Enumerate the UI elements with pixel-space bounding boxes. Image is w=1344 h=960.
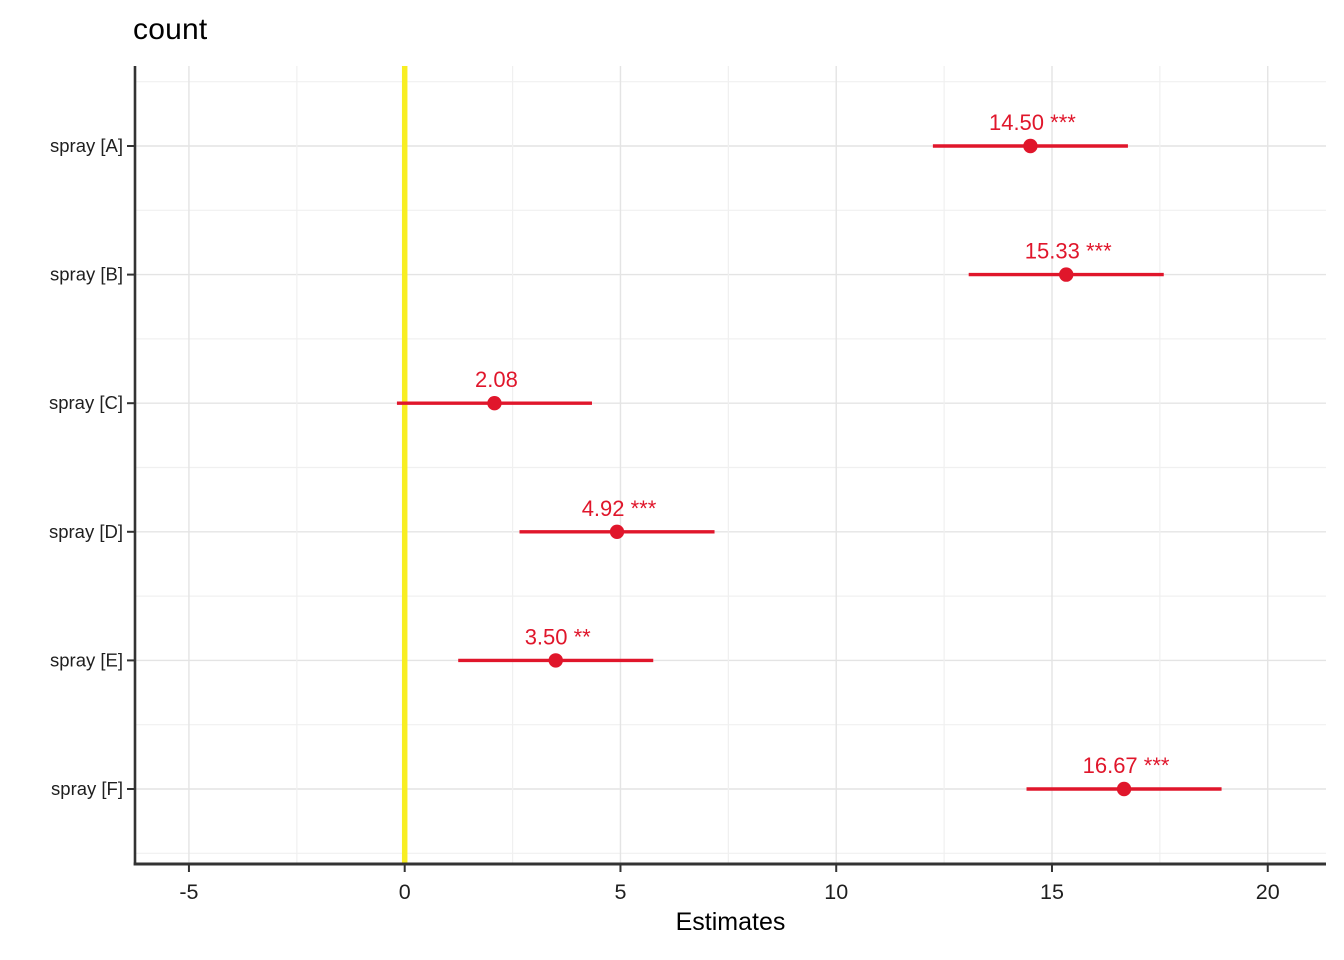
x-axis-label: Estimates xyxy=(675,908,786,936)
y-tick-label: spray [E] xyxy=(50,649,123,670)
y-tick-label: spray [B] xyxy=(50,264,123,285)
estimate-label: 14.50 *** xyxy=(989,110,1076,135)
x-tick-label: 0 xyxy=(399,880,411,904)
y-tick-label: spray [F] xyxy=(51,778,123,799)
estimate-label: 4.92 *** xyxy=(582,496,657,521)
y-tick-label: spray [D] xyxy=(49,521,123,542)
estimate-point xyxy=(609,524,625,539)
x-tick-label: 5 xyxy=(614,880,626,904)
estimate-point xyxy=(1023,138,1038,154)
y-tick-label: spray [A] xyxy=(50,135,123,156)
estimate-label: 2.08 xyxy=(475,367,518,392)
estimate-label: 15.33 *** xyxy=(1025,239,1112,264)
x-tick-label: 10 xyxy=(824,880,848,904)
x-tick-label: -5 xyxy=(179,880,198,904)
x-tick-label: 20 xyxy=(1256,880,1280,904)
chart-title: count xyxy=(133,13,208,46)
x-tick-label: 15 xyxy=(1040,880,1064,904)
estimate-point xyxy=(1059,267,1074,282)
estimate-point xyxy=(487,396,502,411)
y-tick-label: spray [C] xyxy=(49,392,123,413)
estimate-label: 16.67 *** xyxy=(1083,753,1170,778)
estimate-point xyxy=(1116,781,1132,797)
estimate-point xyxy=(548,653,563,668)
estimate-label: 3.50 ** xyxy=(525,624,591,649)
